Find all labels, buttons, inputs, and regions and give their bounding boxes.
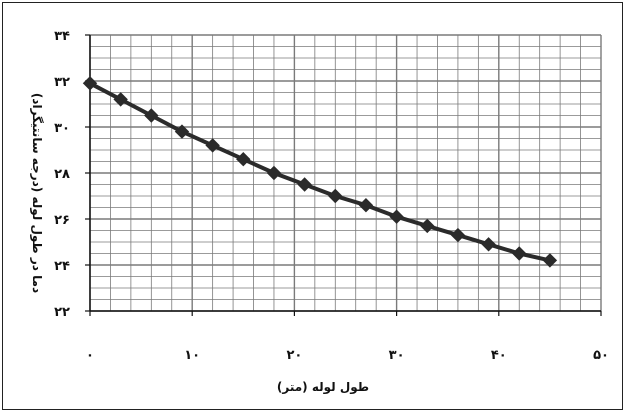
x-axis-title: طول لوله (متر) [277,380,369,395]
x-tick-label: ۴۰ [491,348,507,363]
data-point-marker [266,165,282,181]
data-point-marker [481,237,496,252]
y-tick-label: ۲۴ [54,259,70,274]
data-point-marker [82,76,98,91]
y-tick-label: ۲۶ [54,213,70,228]
data-point-marker [389,209,404,224]
series-layer [82,76,558,268]
label-layer: ۲۲ ۲۴ ۲۶ ۲۸ ۳۰ ۳۲ ۳۴ ۰ ۱۰ ۲۰ ۳۰ ۴۰ ۵۰ [54,29,609,363]
data-point-marker [144,108,159,123]
y-tick-label: ۳۴ [54,29,70,44]
x-tick-label: ۵۰ [593,348,609,363]
data-point-marker [420,218,435,234]
data-point-marker [358,197,374,213]
y-axis-title: دما در طول لوله (درجه سانتیگراد) [29,93,44,293]
data-point-marker [174,124,190,139]
x-tick-label: ۱۰ [184,348,200,363]
y-tick-label: ۳۰ [54,121,70,136]
data-point-marker [328,188,343,204]
chart-svg: ۲۲ ۲۴ ۲۶ ۲۸ ۳۰ ۳۲ ۳۴ ۰ ۱۰ ۲۰ ۳۰ ۴۰ ۵۰ طول لوله (متر)… [29,29,609,395]
x-tick-label: ۳۰ [389,348,405,363]
x-tick-label: ۲۰ [286,348,302,363]
data-point-marker [450,227,466,243]
y-tick-label: ۲۸ [54,167,70,182]
series-line [89,81,551,263]
data-point-marker [542,253,558,268]
data-point-marker [205,138,220,153]
grid-layer [89,34,602,312]
y-tick-label: ۲۲ [54,305,70,320]
x-tick-label: ۰ [86,348,94,363]
chart-frame: ۲۲ ۲۴ ۲۶ ۲۸ ۳۰ ۳۲ ۳۴ ۰ ۱۰ ۲۰ ۳۰ ۴۰ ۵۰ طول لوله (متر)… [2,2,623,410]
data-point-marker [297,177,312,192]
data-point-marker [512,246,527,261]
y-tick-label: ۳۲ [54,75,70,90]
data-point-marker [113,92,128,107]
data-point-marker [236,151,251,167]
axis-layer [85,34,602,316]
